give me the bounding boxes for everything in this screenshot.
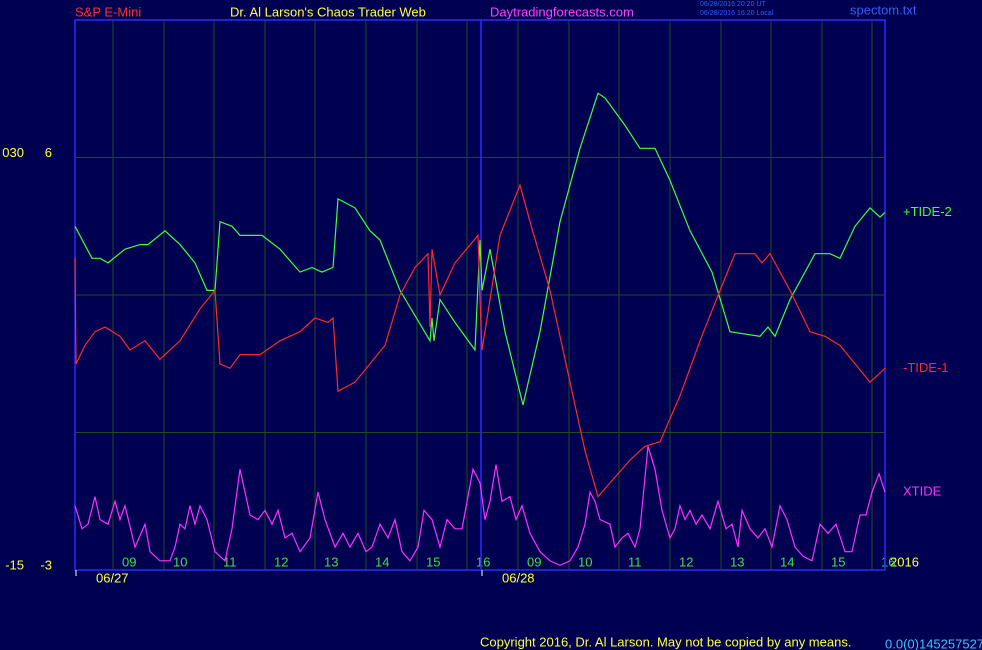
date-tick-label: 06/28 — [502, 570, 535, 585]
market-label: S&P E-Mini — [75, 4, 141, 19]
y-tick-label: -3 — [40, 557, 52, 572]
x-tick-label: 16 — [476, 554, 490, 569]
x-tick-label: 11 — [223, 554, 237, 569]
y2-tick-label: 030 — [2, 145, 24, 160]
y-tick-label: 6 — [45, 145, 52, 160]
code-label: 0.0(0)145257527 — [885, 636, 982, 650]
copyright: Copyright 2016, Dr. Al Larson. May not b… — [480, 634, 851, 649]
y2-tick-label: -15 — [5, 557, 24, 572]
site-title: Dr. Al Larson's Chaos Trader Web — [230, 4, 426, 19]
date-tick-label: 06/27 — [96, 570, 129, 585]
series-label: -TIDE-1 — [903, 360, 949, 375]
x-tick-label: 13 — [730, 554, 744, 569]
year-label: 2016 — [890, 554, 919, 569]
x-tick-label: 13 — [324, 554, 338, 569]
x-tick-label: 16 — [881, 554, 895, 569]
x-tick-label: 12 — [274, 554, 288, 569]
x-tick-label: 11 — [628, 554, 642, 569]
x-tick-label: 10 — [578, 554, 592, 569]
series-line — [74, 92, 886, 406]
x-tick-label: 15 — [426, 554, 440, 569]
x-tick-label: 14 — [780, 554, 794, 569]
file-name: spectom.txt — [850, 2, 917, 17]
timestamp-ut: 06/28/2016 20:20 UT — [700, 1, 766, 8]
series-line — [74, 446, 886, 567]
x-tick-label: 09 — [527, 554, 541, 569]
site-url: Daytradingforecasts.com — [490, 4, 634, 19]
x-tick-label: 12 — [679, 554, 693, 569]
series-label: +TIDE-2 — [903, 204, 952, 219]
series-label: XTIDE — [903, 484, 942, 499]
timestamp-local: 06/28/2016 16:20 Local — [700, 10, 774, 17]
x-tick-label: 10 — [173, 554, 187, 569]
x-tick-label: 14 — [375, 554, 389, 569]
series-line — [74, 183, 886, 498]
x-tick-label: 09 — [122, 554, 136, 569]
x-tick-label: 15 — [831, 554, 845, 569]
